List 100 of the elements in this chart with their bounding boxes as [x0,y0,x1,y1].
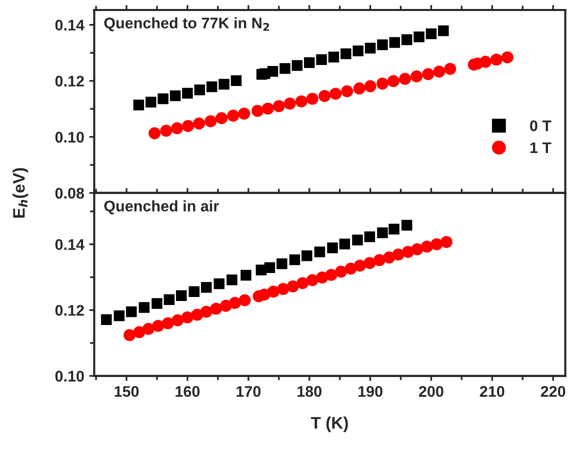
point [353,82,366,94]
y-tick-label: 0.12 [55,76,84,87]
point [280,63,290,74]
y-tick-label: 0.14 [55,20,84,31]
point [289,254,300,266]
point [339,238,350,250]
point [276,258,288,270]
legend-label: 1 T [530,142,552,153]
point [410,70,423,82]
point [316,54,327,65]
point [240,270,252,281]
point [226,274,238,286]
point [501,51,514,64]
point [376,78,388,90]
point [420,240,433,253]
point [314,246,326,258]
point [433,66,446,78]
x-tick-label: 220 [540,386,566,397]
point [200,282,212,293]
point [277,283,290,296]
point [133,100,144,110]
point [302,250,312,262]
point [138,302,150,313]
point [101,314,112,326]
point [181,311,194,324]
point [172,314,184,326]
point [306,274,318,286]
point [296,277,309,290]
point [238,294,251,306]
y-tick-label: 0.10 [55,132,84,143]
annotation: Quenched to 77K in N$_{2}$ [104,17,270,32]
point [364,257,376,270]
point [364,231,376,242]
point [162,317,174,330]
x-tick-label: 190 [358,386,382,397]
point [214,278,225,290]
point [373,254,386,266]
point [284,98,296,110]
point [414,32,424,42]
point [304,57,315,68]
point [295,95,308,108]
point [389,37,400,48]
point [325,268,338,281]
x-tick-label: 210 [480,386,504,397]
point [388,224,400,235]
point [206,81,218,92]
point [286,280,299,292]
point [438,25,449,36]
y-tick-label: 0.08 [55,188,84,199]
point [411,243,424,256]
point [328,52,340,62]
point [262,102,274,115]
point [444,62,456,75]
point [124,329,136,342]
point [426,28,437,40]
x-tick-label: 160 [176,386,200,397]
point [193,117,206,130]
point [230,75,242,86]
point [182,120,194,132]
point [200,306,212,318]
y-axis-title: E$_{h}$(eV) [12,168,28,218]
point [377,39,388,50]
point [352,234,363,246]
point [341,85,354,98]
point [216,112,228,124]
point [204,115,217,128]
point [267,286,280,298]
y-tick-label: 0.12 [55,304,84,316]
legend-label: 0 T [530,120,552,132]
point [401,220,412,231]
point [218,78,230,90]
point [114,310,125,322]
point [194,84,206,96]
point [364,42,376,54]
point [252,104,264,117]
point [490,54,502,66]
y-tick-label: 0.10 [55,370,84,382]
point [306,92,318,105]
x-tick-label: 180 [298,386,322,397]
point [146,96,156,108]
point [422,68,434,80]
point [387,75,400,88]
point [182,88,193,99]
point [152,298,162,309]
point [170,90,181,102]
point [227,110,240,122]
point [264,262,276,274]
point [330,88,342,100]
point [171,122,184,134]
point [327,242,338,254]
point [228,296,242,309]
point [292,60,303,71]
x-tick-label: 150 [114,386,139,397]
point [318,90,331,102]
point [142,322,154,335]
point [479,56,492,68]
point [352,46,364,56]
point [210,302,222,315]
point [164,294,175,305]
point [158,93,168,104]
